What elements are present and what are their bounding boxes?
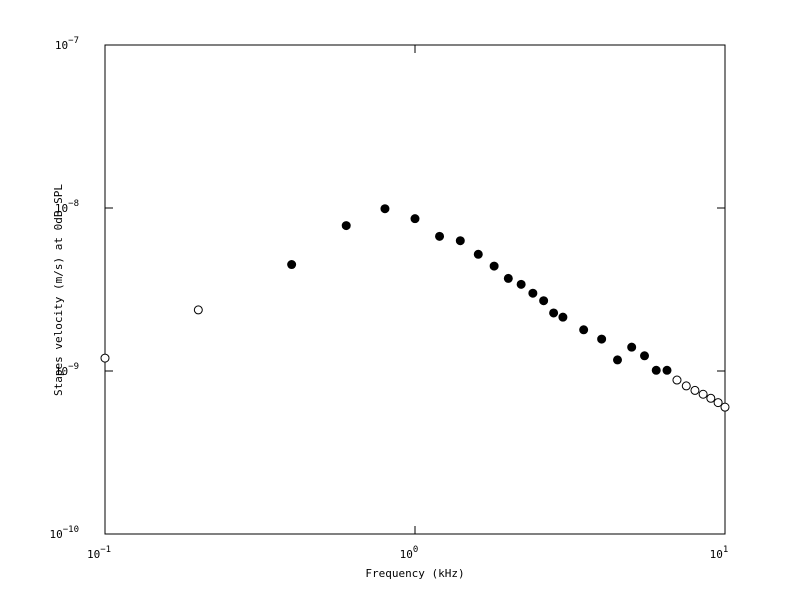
data-point <box>503 273 513 283</box>
y-tick-label: 10−7 <box>55 36 79 52</box>
data-point <box>720 402 730 412</box>
data-point <box>612 355 622 365</box>
data-point <box>698 389 708 399</box>
data-point <box>473 249 483 259</box>
data-point <box>706 393 716 403</box>
data-point <box>597 334 607 344</box>
x-axis-label: Frequency (kHz) <box>365 567 464 580</box>
data-point <box>435 231 445 241</box>
y-axis-label: Stapes velocity (m/s) at 0dB SPL <box>52 184 65 396</box>
data-point <box>455 236 465 246</box>
data-point <box>489 261 499 271</box>
y-tick-label: 10−8 <box>55 199 79 215</box>
data-point <box>193 305 203 315</box>
data-point <box>287 260 297 270</box>
data-point <box>690 385 700 395</box>
x-tick-label: 100 <box>400 545 419 561</box>
data-point <box>672 375 682 385</box>
data-point <box>341 221 351 231</box>
data-point <box>549 308 559 318</box>
data-point <box>713 398 723 408</box>
y-tick-label: 10−10 <box>49 525 79 541</box>
data-point <box>516 279 526 289</box>
x-tick-label: 10−1 <box>87 545 111 561</box>
x-tick-label: 101 <box>710 545 729 561</box>
data-point <box>528 288 538 298</box>
data-point <box>539 296 549 306</box>
data-point <box>681 381 691 391</box>
data-point <box>627 342 637 352</box>
data-point <box>662 365 672 375</box>
plot-frame <box>104 44 726 535</box>
data-point <box>380 204 390 214</box>
data-point <box>579 325 589 335</box>
data-point <box>100 353 110 363</box>
data-point <box>410 214 420 224</box>
data-point <box>558 312 568 322</box>
data-point <box>651 365 661 375</box>
y-tick-label: 10−9 <box>55 362 79 378</box>
data-point <box>640 351 650 361</box>
